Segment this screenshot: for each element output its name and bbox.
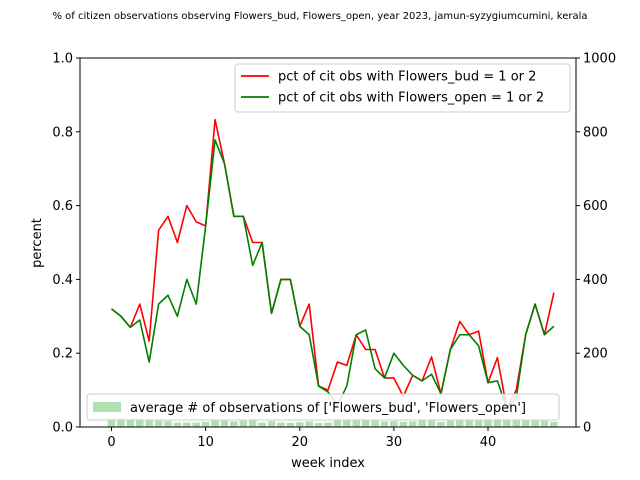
bar (239, 420, 248, 427)
x-tick-label: 20 (291, 435, 308, 450)
bar (277, 422, 285, 427)
bar (493, 418, 502, 427)
x-axis: 0 10 20 30 40 (107, 427, 496, 450)
y-tick-label: 0.4 (52, 273, 73, 288)
bar (248, 420, 257, 427)
x-tick-label: 40 (480, 435, 497, 450)
bar (427, 419, 436, 427)
bar (550, 421, 558, 427)
y2-tick-label: 0 (583, 421, 591, 436)
bar (371, 420, 379, 427)
bar (512, 419, 520, 427)
bar (503, 418, 511, 427)
y2-tick-label: 1000 (583, 52, 616, 67)
right-y-axis: 0 200 400 600 800 1000 (576, 52, 616, 436)
bar (333, 419, 342, 427)
bar (465, 419, 473, 427)
plot-frame (79, 57, 577, 428)
bar (211, 419, 219, 427)
legend-bars: average # of observations of ['Flowers_b… (86, 393, 560, 421)
bar (117, 417, 125, 427)
bar (456, 419, 464, 427)
legend-lines: pct of cit obs with Flowers_bud = 1 or 2… (234, 63, 571, 113)
bar (154, 420, 163, 427)
bar (173, 422, 182, 427)
legend-swatch (93, 402, 121, 412)
legend-label: average # of observations of ['Flowers_b… (130, 401, 526, 416)
x-tick-label: 10 (197, 435, 214, 450)
bar (361, 419, 370, 427)
bar (201, 421, 210, 427)
y2-tick-label: 400 (583, 273, 608, 288)
bar (474, 419, 483, 427)
x-tick-label: 30 (386, 435, 403, 450)
bar (399, 421, 408, 427)
bars-layer (107, 417, 558, 427)
legend-label: pct of cit obs with Flowers_open = 1 or … (278, 91, 544, 106)
chart-title: % of citizen observations observing Flow… (52, 11, 587, 22)
bar (126, 418, 135, 427)
legend-label: pct of cit obs with Flowers_bud = 1 or 2 (278, 70, 536, 85)
bar (164, 421, 172, 427)
x-axis-title: week index (291, 456, 365, 471)
series-line-1 (111, 118, 555, 410)
bar (305, 421, 313, 427)
x-tick-label: 0 (107, 435, 115, 450)
bar (390, 421, 398, 427)
y-tick-label: 0.6 (52, 199, 73, 214)
bar (107, 417, 116, 427)
bar (314, 422, 323, 427)
bar (437, 421, 445, 427)
left-y-axis: 0.0 0.2 0.4 0.6 0.8 1.0 (52, 52, 80, 436)
legend-bars-box (86, 393, 560, 421)
bar (183, 422, 191, 427)
y2-tick-label: 800 (583, 125, 608, 140)
bar (136, 417, 144, 427)
bar (324, 422, 332, 427)
bar (531, 420, 539, 427)
bar (192, 422, 200, 427)
bar (230, 421, 238, 427)
y-axis-title: percent (30, 218, 45, 268)
legend-lines-box (234, 63, 571, 113)
bar (145, 418, 153, 427)
bar (540, 420, 549, 427)
y2-tick-label: 200 (583, 347, 608, 362)
y-tick-label: 0.8 (52, 125, 73, 140)
bar (352, 418, 360, 427)
bar (446, 420, 455, 427)
y-tick-label: 1.0 (52, 52, 73, 67)
bar (267, 421, 276, 427)
bar (521, 419, 530, 427)
bar (418, 419, 426, 427)
bar (484, 418, 492, 427)
bar (258, 422, 266, 427)
bar (286, 422, 295, 427)
bar (296, 422, 304, 427)
y2-tick-label: 600 (583, 199, 608, 214)
bar (380, 421, 389, 427)
y-tick-label: 0.2 (52, 347, 73, 362)
y-tick-label: 0.0 (52, 421, 73, 436)
bar (220, 420, 229, 427)
bar (408, 421, 417, 427)
bar (343, 419, 351, 427)
